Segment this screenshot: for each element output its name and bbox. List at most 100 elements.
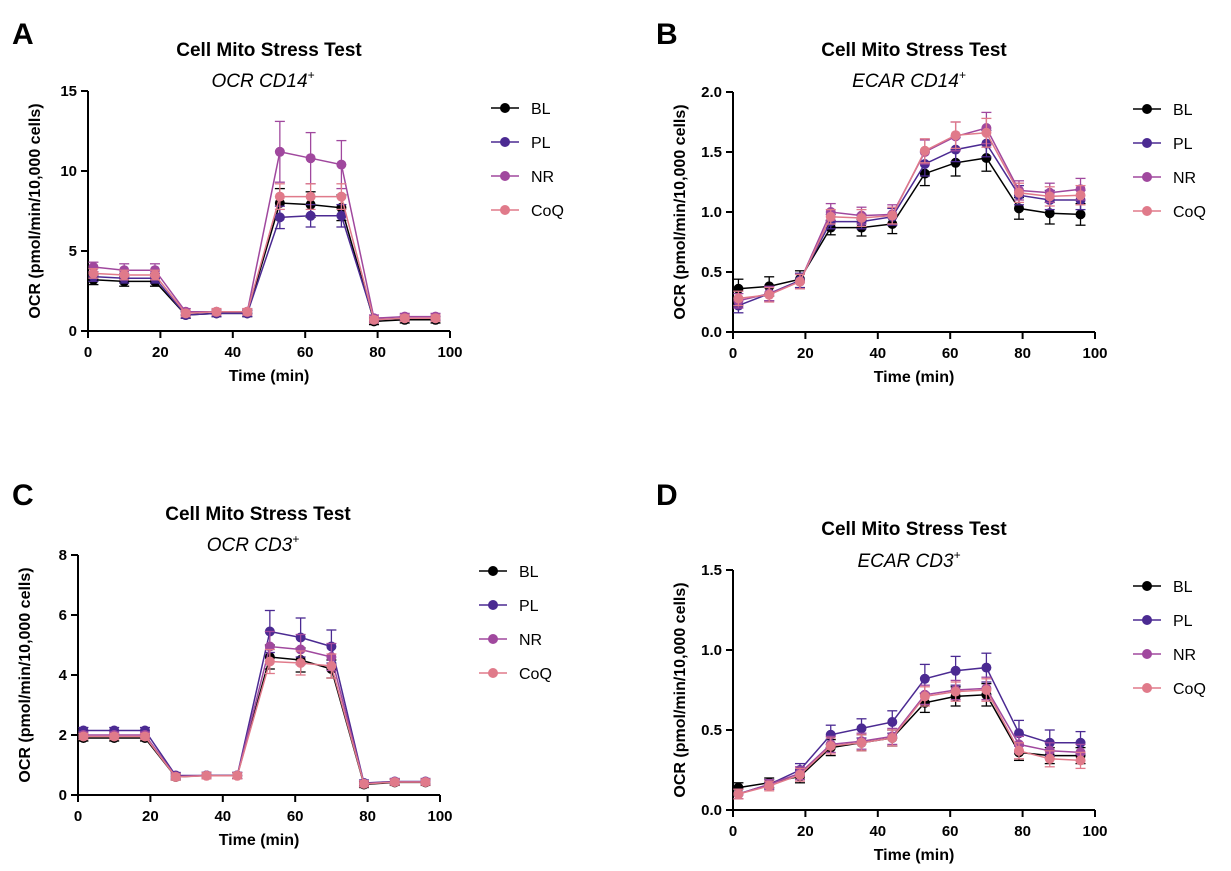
y-tick-label: 0.5 — [701, 264, 722, 281]
y-tick-label: 0.0 — [701, 324, 722, 341]
y-tick-label: 4 — [59, 667, 68, 684]
y-tick-label: 5 — [69, 243, 77, 260]
x-axis-label: Time (min) — [874, 847, 955, 864]
data-point — [264, 656, 275, 667]
x-tick-label: 0 — [74, 808, 82, 825]
series-PL — [733, 652, 1086, 800]
chart-subtitle-main: ECAR CD3 — [857, 551, 954, 572]
data-point — [1044, 208, 1055, 219]
data-point — [295, 658, 306, 668]
data-point — [170, 772, 181, 782]
series-line-BL — [738, 694, 1081, 789]
series-line-CoQ — [738, 132, 1081, 300]
legend-marker — [1142, 683, 1152, 693]
legend-item-PL: PL — [1133, 613, 1193, 630]
data-point — [733, 789, 744, 799]
legend-label: NR — [519, 632, 542, 649]
x-tick-label: 20 — [797, 345, 814, 362]
legend-marker — [488, 566, 498, 576]
chart-subtitle-sup: + — [954, 548, 961, 562]
data-point — [887, 210, 898, 221]
data-point — [305, 153, 316, 164]
chart-subtitle-sup: + — [959, 68, 966, 82]
data-point — [981, 662, 992, 673]
data-point — [794, 276, 805, 287]
data-point — [295, 644, 306, 655]
data-point — [950, 130, 961, 141]
y-tick-label: 8 — [59, 547, 67, 564]
data-point — [420, 777, 431, 788]
legend-label: NR — [1173, 170, 1196, 187]
x-tick-label: 60 — [942, 823, 959, 840]
legend-marker — [1142, 615, 1152, 625]
data-point — [764, 781, 775, 791]
y-axis-label: OCR (pmol/min/10,000 cells) — [672, 582, 689, 797]
x-tick-label: 80 — [1014, 345, 1031, 362]
legend-label: CoQ — [519, 666, 552, 683]
data-point — [794, 769, 805, 780]
y-tick-label: 0 — [69, 323, 77, 340]
y-tick-label: 0.5 — [701, 722, 722, 739]
chart-subtitle-main: ECAR CD14 — [852, 71, 959, 92]
data-point — [981, 127, 992, 138]
legend-label: PL — [519, 598, 539, 615]
data-point — [201, 770, 212, 781]
x-axis-label: Time (min) — [229, 368, 310, 385]
legend-item-BL: BL — [491, 101, 551, 118]
x-tick-label: 0 — [729, 823, 737, 840]
chart-subtitle: OCR CD3+ — [207, 532, 300, 556]
legend-label: PL — [1173, 136, 1193, 153]
data-point — [336, 191, 347, 202]
data-point — [950, 665, 961, 676]
x-tick-label: 60 — [297, 344, 314, 361]
series-line-BL — [93, 202, 436, 323]
series-CoQ — [733, 678, 1086, 800]
legend-marker — [488, 668, 498, 678]
x-tick-label: 100 — [437, 344, 462, 361]
data-point — [242, 306, 253, 317]
data-point — [326, 661, 337, 671]
legend-label: CoQ — [1173, 204, 1206, 221]
y-axis-label: OCR (pmol/min/10,000 cells) — [672, 104, 689, 319]
x-tick-label: 20 — [152, 344, 169, 361]
y-tick-label: 1.0 — [701, 204, 722, 221]
legend-marker — [1142, 138, 1152, 148]
legend-marker — [1142, 104, 1152, 114]
y-axis-label: OCR (pmol/min/10,000 cells) — [27, 103, 44, 318]
data-point — [149, 270, 160, 280]
data-point — [88, 268, 99, 279]
x-axis-label: Time (min) — [219, 832, 300, 849]
chart-subtitle: OCR CD14+ — [211, 68, 314, 92]
data-point — [368, 314, 379, 325]
x-tick-label: 80 — [1014, 823, 1031, 840]
data-point — [887, 733, 898, 743]
legend-label: BL — [1173, 102, 1193, 119]
series-line-NR — [738, 687, 1081, 795]
data-point — [825, 729, 836, 740]
y-tick-label: 6 — [59, 607, 67, 624]
series-line-BL — [738, 157, 1081, 290]
chart-subtitle-sup: + — [308, 68, 315, 82]
data-point — [336, 210, 347, 221]
data-point — [1013, 728, 1024, 739]
legend-marker — [488, 634, 498, 644]
data-point — [981, 685, 992, 695]
legend-item-BL: BL — [479, 564, 539, 581]
x-tick-label: 40 — [224, 344, 241, 361]
data-point — [119, 270, 130, 280]
y-tick-label: 10 — [60, 163, 77, 180]
legend-label: CoQ — [531, 203, 564, 220]
panel-letter: A — [12, 18, 34, 51]
x-axis-label: Time (min) — [874, 369, 955, 386]
legend-marker — [1142, 581, 1152, 591]
series-CoQ — [78, 648, 431, 789]
legend-item-PL: PL — [491, 135, 551, 152]
series-line-PL — [738, 142, 1081, 307]
data-point — [950, 686, 961, 697]
chart-subtitle: ECAR CD3+ — [857, 548, 960, 572]
data-point — [1044, 753, 1055, 764]
chart-subtitle: ECAR CD14+ — [852, 68, 966, 92]
data-point — [78, 731, 89, 742]
legend-item-PL: PL — [1133, 136, 1193, 153]
